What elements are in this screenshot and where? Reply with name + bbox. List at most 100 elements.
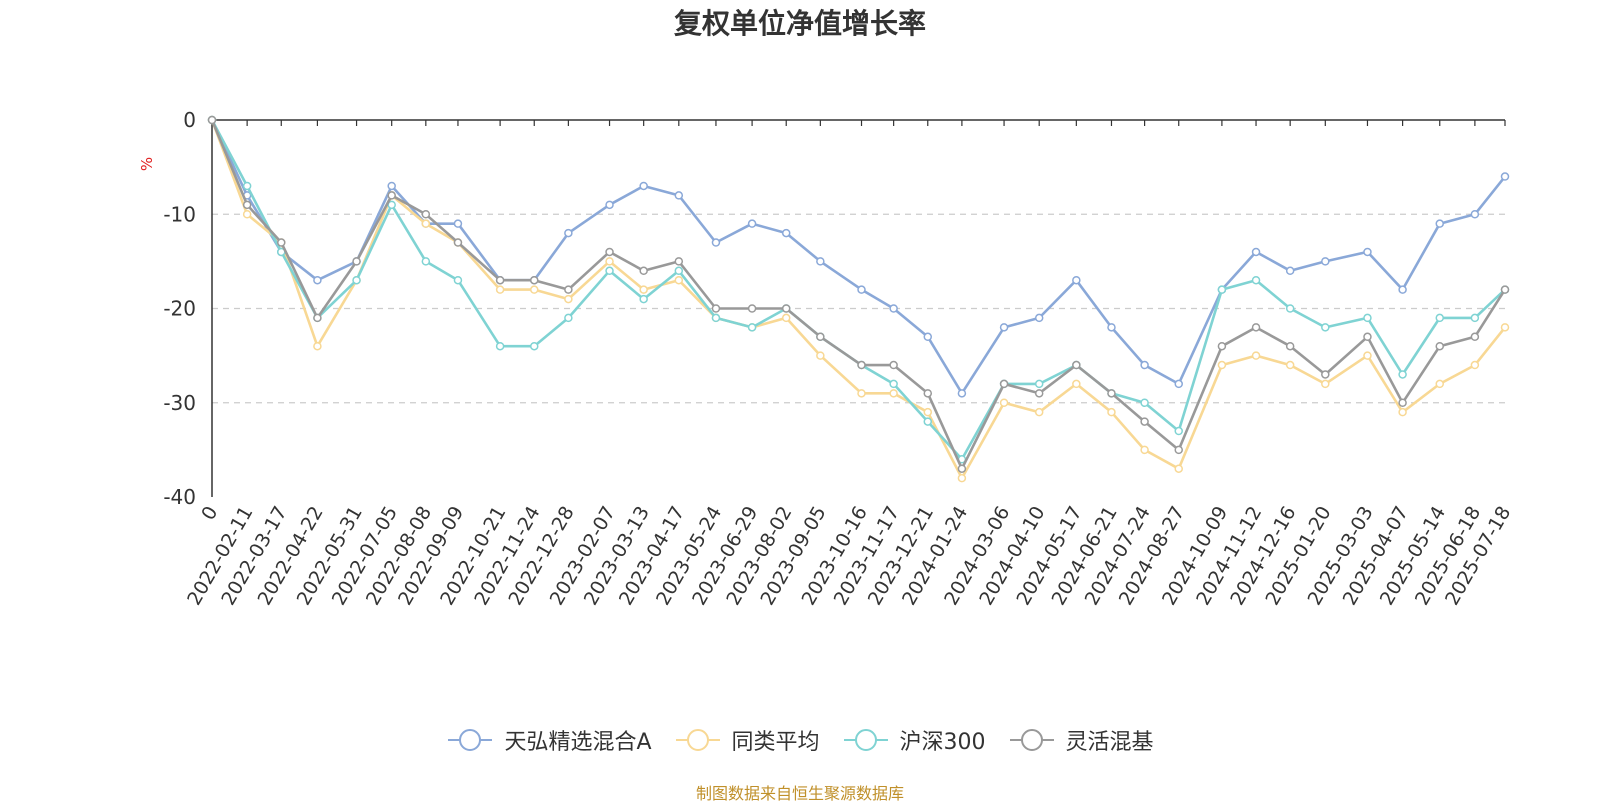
data-point — [639, 266, 648, 276]
data-point — [1072, 360, 1081, 370]
data-point — [1363, 351, 1372, 360]
data-point — [1107, 323, 1116, 332]
data-point — [1398, 398, 1407, 407]
data-point — [1140, 417, 1149, 426]
data-point — [747, 219, 757, 228]
data-point — [1174, 379, 1183, 389]
data-point — [1034, 313, 1044, 323]
data-point — [277, 238, 286, 247]
data-point — [1217, 341, 1227, 351]
data-point — [1500, 172, 1510, 181]
data-point — [529, 341, 539, 351]
data-point — [1321, 323, 1330, 332]
data-point — [1285, 266, 1295, 276]
grid-lines — [212, 213, 1505, 404]
data-point — [1034, 407, 1044, 417]
data-point — [1251, 323, 1261, 332]
data-point — [352, 257, 361, 266]
legend-marker-icon — [675, 729, 720, 751]
data-point — [564, 294, 573, 304]
data-point — [923, 407, 933, 417]
data-point — [1435, 379, 1444, 389]
data-point — [313, 313, 322, 323]
data-point — [421, 210, 431, 219]
data-point — [1107, 389, 1116, 398]
data-point — [889, 304, 898, 313]
data-point — [1321, 379, 1330, 389]
data-point — [1363, 332, 1372, 342]
data-point — [1470, 332, 1480, 342]
x-tick-label: 0 — [197, 503, 222, 524]
legend-label: 天弘精选混合A — [504, 730, 652, 755]
data-point — [421, 219, 431, 228]
legend-label: 灵活混基 — [1065, 730, 1154, 755]
data-point — [352, 275, 361, 285]
data-point — [1398, 285, 1407, 294]
data-point — [923, 332, 933, 342]
data-point — [639, 285, 648, 294]
data-point — [639, 181, 648, 191]
data-point — [1363, 247, 1372, 257]
data-point — [242, 210, 252, 219]
data-point — [1072, 379, 1081, 389]
data-point — [674, 266, 684, 276]
data-point — [1140, 445, 1149, 455]
data-point — [1174, 445, 1183, 455]
data-point — [781, 304, 791, 313]
legend-marker-icon — [843, 729, 888, 751]
data-point — [1034, 389, 1044, 398]
legend-item[interactable]: 同类平均 — [674, 724, 820, 756]
legend-label: 同类平均 — [731, 730, 820, 755]
data-point — [1217, 285, 1227, 294]
data-point — [605, 257, 614, 266]
legend-item[interactable]: 沪深300 — [842, 724, 986, 756]
data-point — [674, 275, 684, 285]
y-tick-label: -40 — [163, 485, 196, 509]
data-point — [605, 247, 614, 257]
data-point — [1140, 360, 1149, 370]
data-point — [1321, 370, 1330, 379]
data-point — [1285, 341, 1295, 351]
data-point — [747, 323, 757, 332]
data-point — [781, 313, 791, 323]
data-point — [816, 351, 825, 360]
data-point — [711, 313, 721, 323]
data-point — [1321, 257, 1330, 266]
chart-title: 复权单位净值增长率 — [673, 7, 926, 40]
legend-marker-icon — [448, 729, 493, 751]
data-point — [242, 200, 252, 210]
data-point — [999, 398, 1009, 407]
data-point — [999, 379, 1009, 389]
data-point — [495, 285, 505, 294]
y-axis: 0 -10 -20 -30 -40 — [163, 108, 213, 509]
data-point — [453, 219, 463, 228]
data-point — [564, 313, 573, 323]
data-point — [207, 115, 217, 125]
data-point — [1398, 407, 1407, 417]
data-point — [1500, 285, 1510, 294]
data-point — [242, 181, 252, 191]
legend-label: 沪深300 — [899, 730, 986, 755]
data-point — [1470, 210, 1480, 219]
data-point — [313, 341, 322, 351]
series-line — [210, 119, 1507, 470]
data-point — [957, 464, 967, 473]
legend-marker-icon — [1009, 729, 1054, 751]
series-line — [210, 119, 1507, 480]
data-point — [1251, 275, 1261, 285]
data-point — [313, 275, 322, 285]
source-note: 制图数据来自恒生聚源数据库 — [695, 784, 904, 803]
data-point — [923, 417, 933, 426]
legend-item[interactable]: 天弘精选混合A — [446, 724, 652, 756]
data-point — [889, 360, 898, 370]
legend-item[interactable]: 灵活混基 — [1008, 724, 1154, 756]
series-line — [210, 119, 1507, 395]
data-point — [1435, 341, 1444, 351]
x-axis: 02022-02-112022-03-172022-04-222022-05-3… — [183, 119, 1515, 609]
data-point — [1107, 407, 1116, 417]
data-point — [816, 257, 825, 266]
y-tick-label: 0 — [183, 108, 196, 132]
data-point — [781, 228, 791, 238]
data-point — [1500, 323, 1510, 332]
data-point — [453, 238, 463, 247]
